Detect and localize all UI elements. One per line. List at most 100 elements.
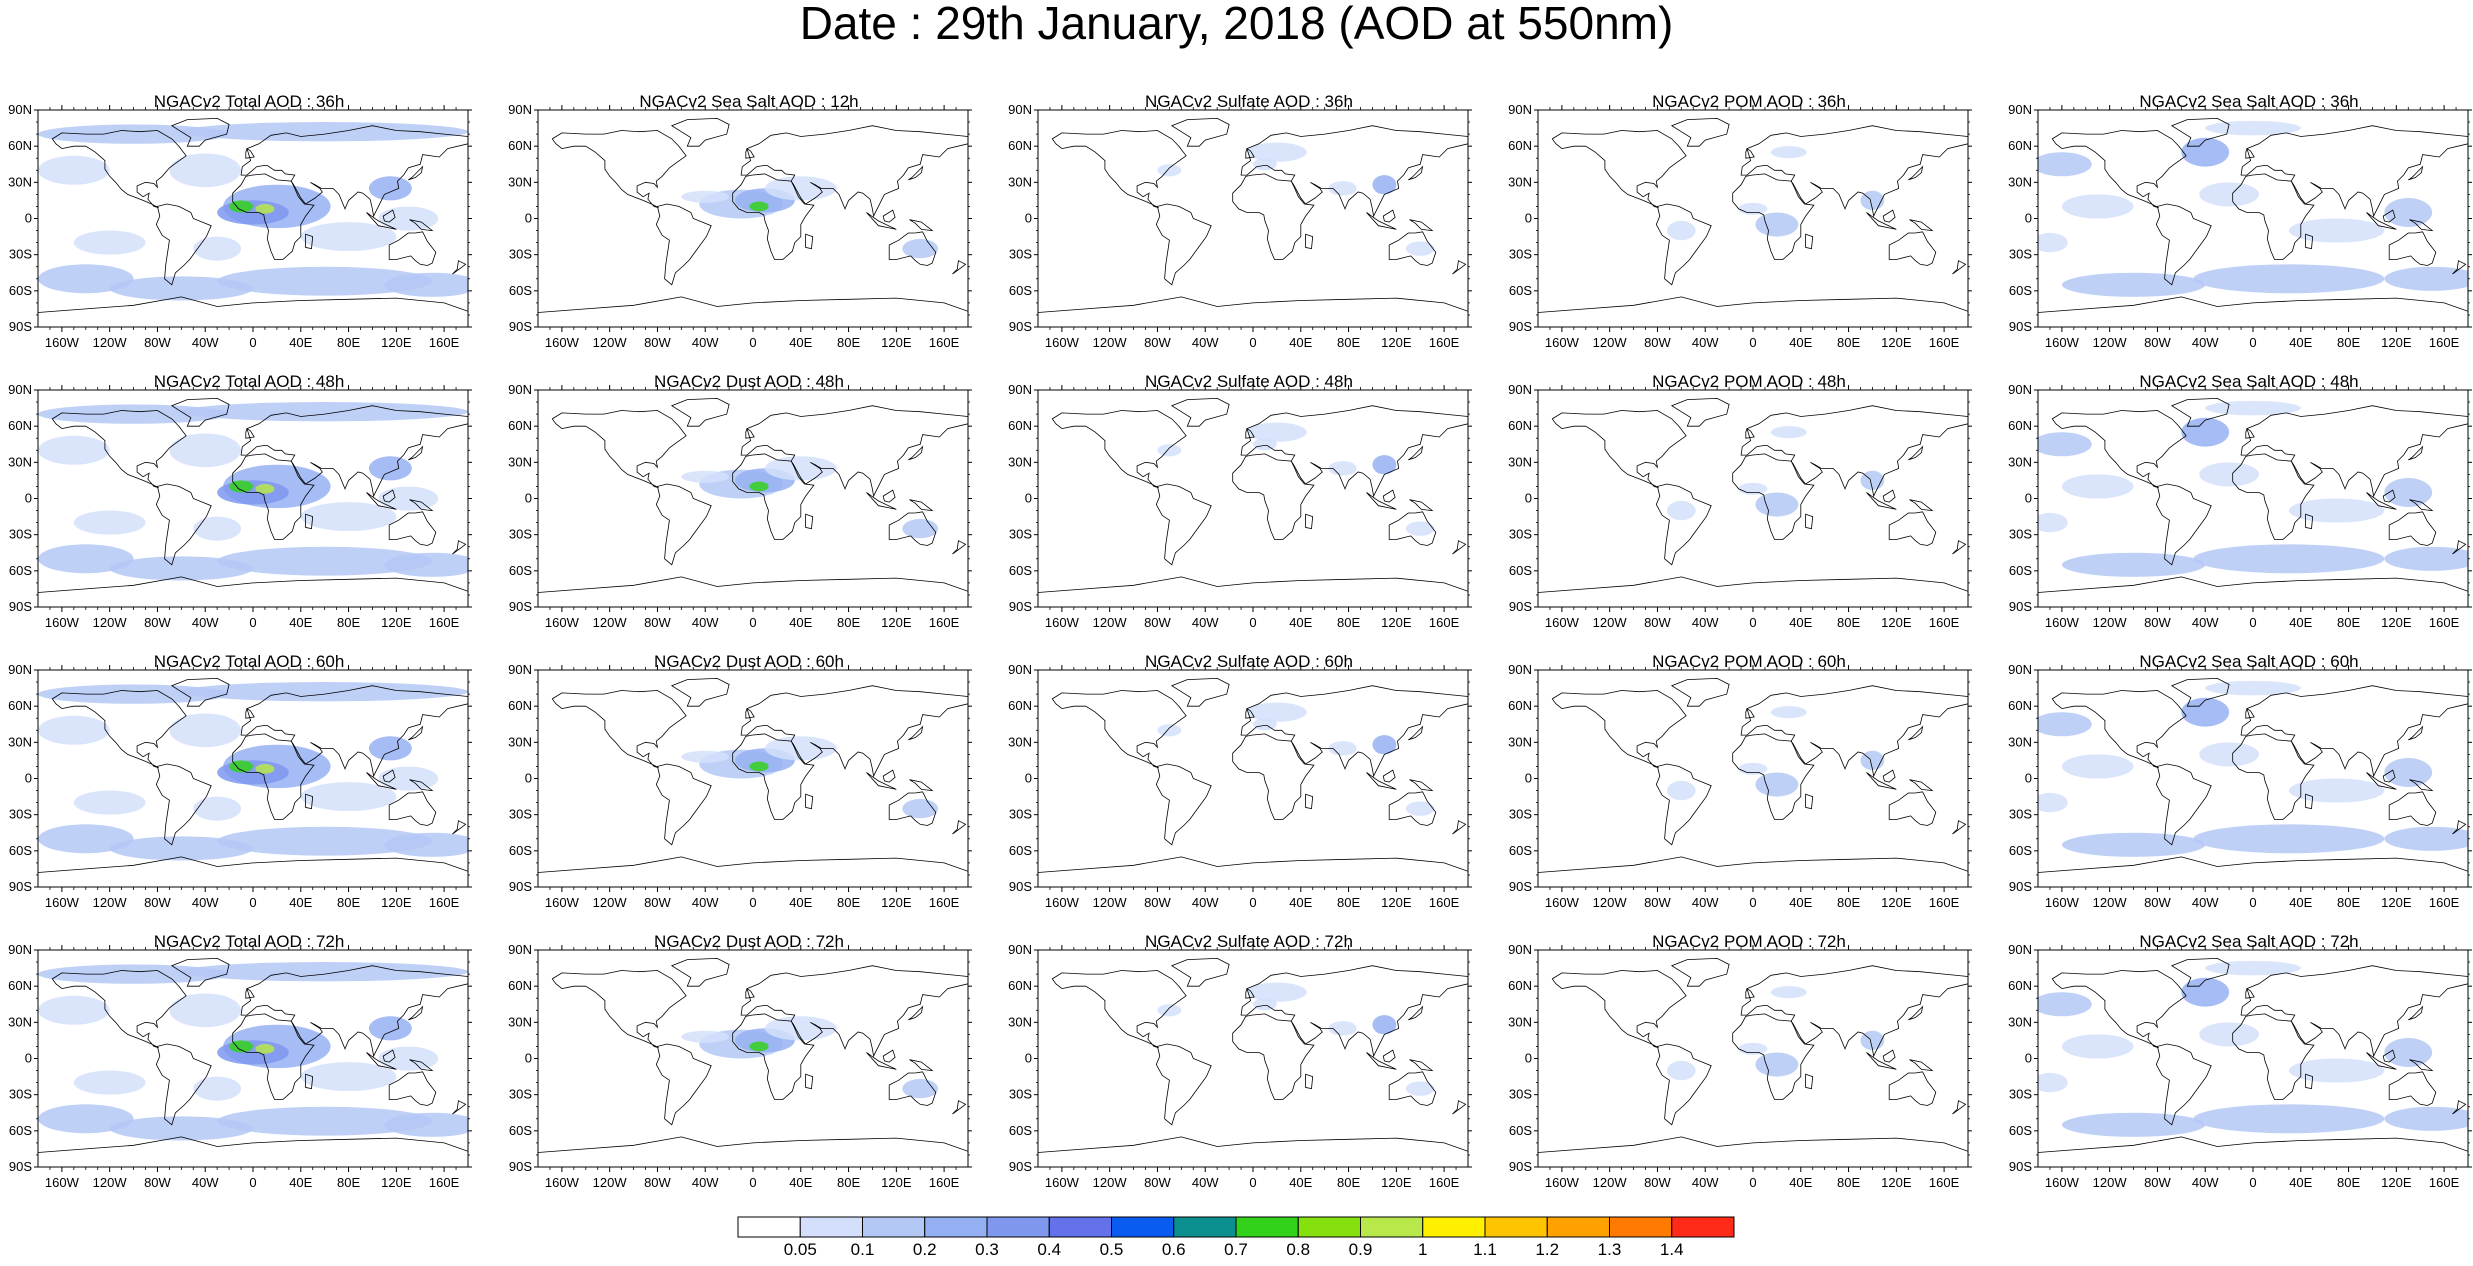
lon-label: 160W xyxy=(45,1175,80,1190)
coastline-antarctica xyxy=(1538,856,1968,887)
coastline-newGuinea xyxy=(409,499,434,512)
lon-label: 0 xyxy=(249,615,256,630)
aod-region xyxy=(38,824,134,854)
aod-region xyxy=(255,1044,275,1054)
coastline-japan xyxy=(1908,165,1924,181)
coastline-borneo xyxy=(1382,1049,1396,1063)
coastline-greenland xyxy=(170,117,230,147)
lon-label: 0 xyxy=(1249,615,1256,630)
lon-label: 120W xyxy=(2093,335,2128,350)
lat-label: 30N xyxy=(508,174,532,189)
coastline-newGuinea xyxy=(909,1059,934,1072)
aod-region xyxy=(1770,426,1807,439)
coastline-australia xyxy=(1888,791,1937,826)
aod-region xyxy=(681,470,730,483)
lat-label: 90N xyxy=(8,942,32,957)
panel-title: NGACv2 Dust AOD : 60h xyxy=(654,652,844,671)
figure-title: Date : 29th January, 2018 (AOD at 550nm) xyxy=(799,0,1674,49)
aod-region xyxy=(181,402,468,422)
coastline-madagascar xyxy=(1305,793,1314,810)
map-panel: NGACv2 Sea Salt AOD : 48h 90N 60N 30N 0 30S 60… xyxy=(2000,372,2473,652)
lon-label: 120E xyxy=(1381,335,1412,350)
lon-label: 0 xyxy=(749,895,756,910)
coastlines xyxy=(38,957,468,1167)
map-panel: NGACv2 Dust AOD : 60h 90N 60N 30N 0 30S 60S 90S… xyxy=(500,652,1000,932)
lon-label: 80W xyxy=(1644,335,1671,350)
lat-label: 90N xyxy=(8,662,32,677)
coastline-africa xyxy=(1732,173,1815,260)
lon-label: 40E xyxy=(789,1175,812,1190)
coastlines xyxy=(2038,677,2468,887)
world-map: 90N 60N 30N 0 30S 60S 90S 160W 120W 80W 40W 0 40E 80E… xyxy=(1008,942,1472,1190)
colorbar-label: 0.3 xyxy=(975,1240,999,1259)
lat-label: 90S xyxy=(1509,319,1532,334)
coastline-japan xyxy=(908,725,924,741)
coastline-antarctica xyxy=(538,856,968,887)
lat-label: 30N xyxy=(2008,454,2032,469)
aod-region xyxy=(368,1016,412,1041)
coastline-borneo xyxy=(382,1049,396,1063)
lon-label: 40W xyxy=(192,1175,219,1190)
lat-label: 0 xyxy=(2025,491,2032,506)
aod-region xyxy=(229,200,253,213)
coastline-australia xyxy=(1388,1071,1437,1106)
coastline-nz xyxy=(452,1100,467,1115)
lat-label: 60S xyxy=(2009,1123,2032,1138)
lon-label: 160W xyxy=(1545,615,1580,630)
lon-label: 40E xyxy=(1289,895,1312,910)
lat-label: 30N xyxy=(1008,1014,1032,1029)
lon-label: 40W xyxy=(692,1175,719,1190)
aod-field xyxy=(1667,146,1885,241)
map-panel: NGACv2 Total AOD : 72h 90N 60N 30N 0 30S 60S 90… xyxy=(0,932,500,1212)
lat-label: 60S xyxy=(1009,563,1032,578)
panel-title: NGACv2 POM AOD : 48h xyxy=(1652,372,1846,391)
lon-label: 120E xyxy=(2381,895,2412,910)
coastline-nz xyxy=(2452,260,2467,275)
coastline-japan xyxy=(2408,445,2424,461)
aod-region xyxy=(1755,772,1799,797)
coastline-southAmerica xyxy=(1655,203,1712,286)
lon-label: 40E xyxy=(1789,615,1812,630)
aod-region xyxy=(2181,417,2230,447)
lon-label: 0 xyxy=(2249,895,2256,910)
coastline-uk xyxy=(745,707,755,719)
aod-region xyxy=(38,995,110,1025)
aod-region xyxy=(255,204,275,214)
coastline-newGuinea xyxy=(1409,219,1434,232)
lat-label: 90N xyxy=(8,382,32,397)
coastline-newGuinea xyxy=(1409,499,1434,512)
lat-label: 60N xyxy=(2008,978,2032,993)
lon-label: 120W xyxy=(93,1175,128,1190)
lon-label: 40W xyxy=(692,615,719,630)
lat-label: 0 xyxy=(525,771,532,786)
coastline-australia xyxy=(388,1071,437,1106)
lon-label: 120E xyxy=(381,615,412,630)
coastline-madagascar xyxy=(1805,233,1814,250)
coastline-antarctica xyxy=(1538,296,1968,327)
lon-label: 40E xyxy=(2289,335,2312,350)
coastline-australia xyxy=(888,791,937,826)
coastline-northAmerica xyxy=(1051,130,1187,209)
aod-region xyxy=(2384,266,2468,291)
lat-label: 30N xyxy=(8,174,32,189)
lon-label: 0 xyxy=(1749,615,1756,630)
map-panel: NGACv2 Sulfate AOD : 48h 90N 60N 30N 0 30S 60S… xyxy=(1000,372,1500,652)
coastline-madagascar xyxy=(2305,233,2314,250)
lat-label: 30S xyxy=(509,1087,532,1102)
lon-label: 80E xyxy=(2337,335,2360,350)
coastline-northAmerica xyxy=(2051,970,2187,1049)
coastline-antarctica xyxy=(1038,576,1468,607)
lat-label: 0 xyxy=(25,211,32,226)
coastline-japan xyxy=(2408,1005,2424,1021)
coastline-borneo xyxy=(2382,209,2396,223)
aod-region xyxy=(1755,212,1799,237)
lon-label: 80E xyxy=(1837,1175,1860,1190)
colorbar-bin xyxy=(986,1216,1050,1238)
coastline-uk xyxy=(245,987,255,999)
coastline-borneo xyxy=(1382,769,1396,783)
lat-label: 60N xyxy=(1508,418,1532,433)
lon-label: 40E xyxy=(2289,615,2312,630)
coastline-greenland xyxy=(1170,957,1230,987)
aod-region xyxy=(109,276,254,301)
coastline-japan xyxy=(408,165,424,181)
